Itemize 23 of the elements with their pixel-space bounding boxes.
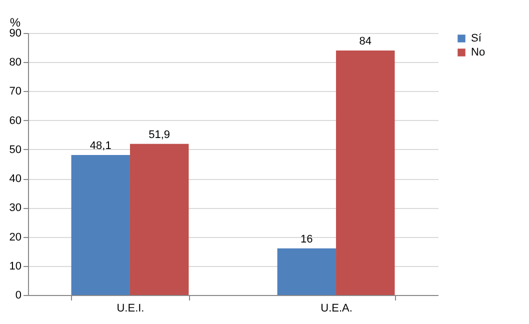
y-tick-label: 50 — [9, 144, 22, 156]
bar — [336, 50, 395, 295]
y-tick-label: 60 — [9, 114, 22, 127]
y-axis-title: % — [10, 16, 21, 30]
y-tick-label: 20 — [9, 231, 22, 244]
y-tick-label: 0 — [15, 290, 22, 302]
legend-label: No — [471, 46, 486, 58]
legend-label: Sí — [471, 32, 482, 44]
y-tick-label: 90 — [9, 28, 22, 40]
data-label: 16 — [300, 233, 313, 246]
bar — [130, 144, 189, 295]
data-label: 48,1 — [90, 140, 112, 152]
x-tick-label: U.E.I. — [116, 302, 144, 314]
y-tick-label: 40 — [9, 173, 22, 186]
data-label: 51,9 — [148, 128, 170, 141]
data-label: 84 — [359, 35, 372, 48]
y-tick-label: 10 — [9, 260, 22, 272]
x-tick-label: U.E.A. — [320, 302, 352, 314]
bar — [277, 248, 336, 295]
y-tick-label: 30 — [9, 202, 22, 214]
bar — [71, 154, 130, 295]
y-tick-label: 70 — [9, 86, 22, 98]
y-tick-label: 80 — [9, 56, 22, 69]
